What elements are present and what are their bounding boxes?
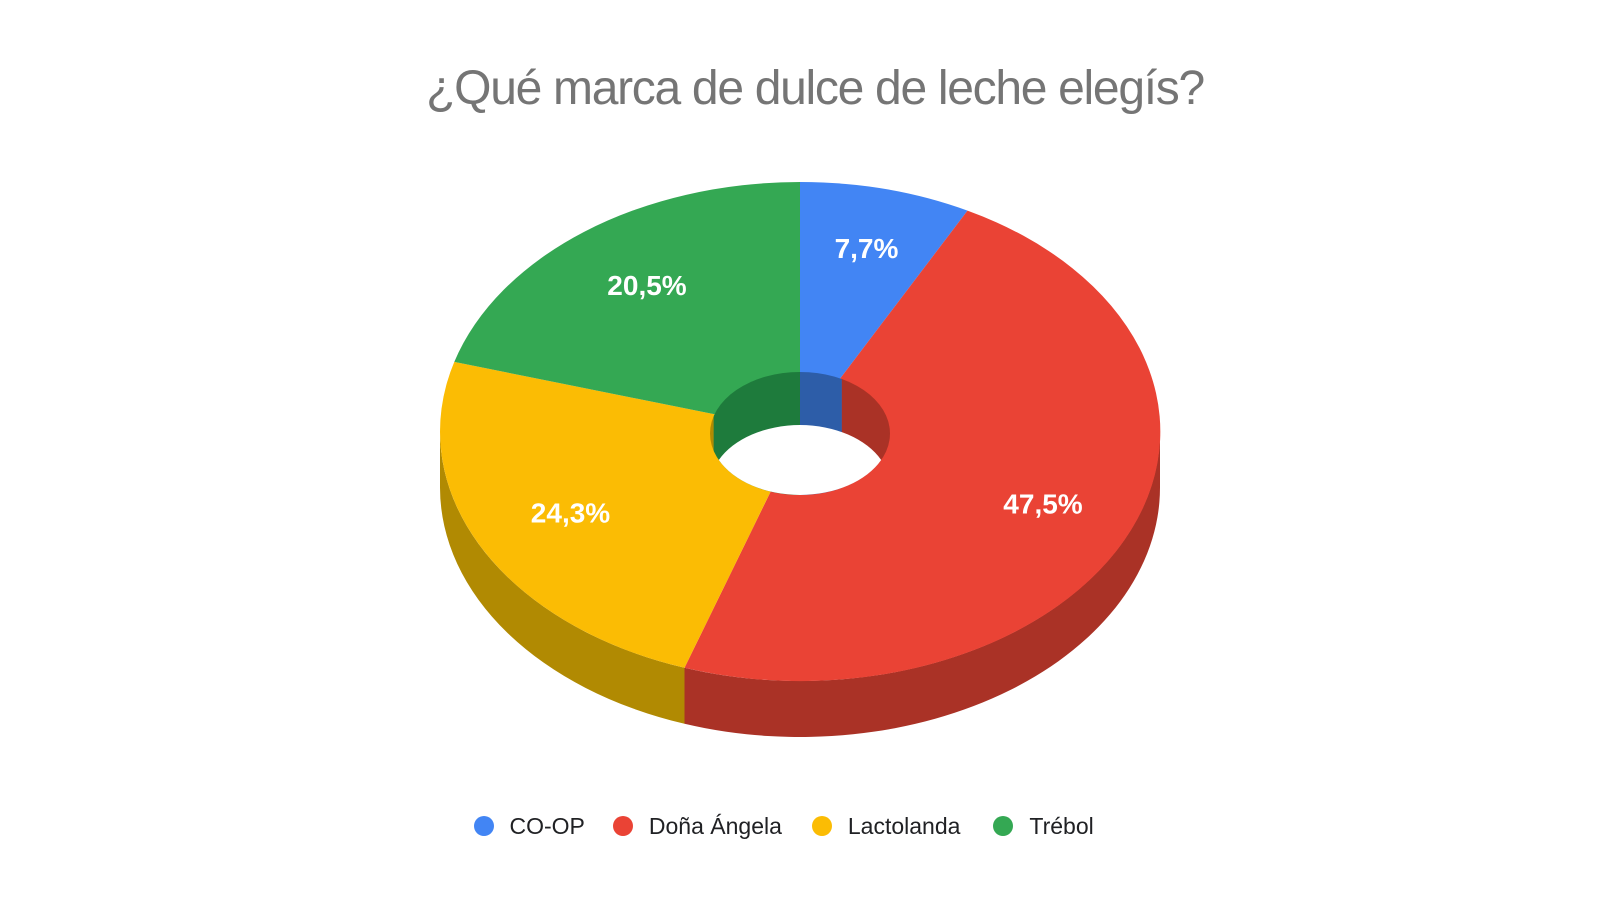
svg-text:47,5%: 47,5% [1003,489,1082,520]
svg-text:24,3%: 24,3% [531,498,610,529]
svg-text:7,7%: 7,7% [835,233,899,264]
svg-text:20,5%: 20,5% [607,270,686,301]
